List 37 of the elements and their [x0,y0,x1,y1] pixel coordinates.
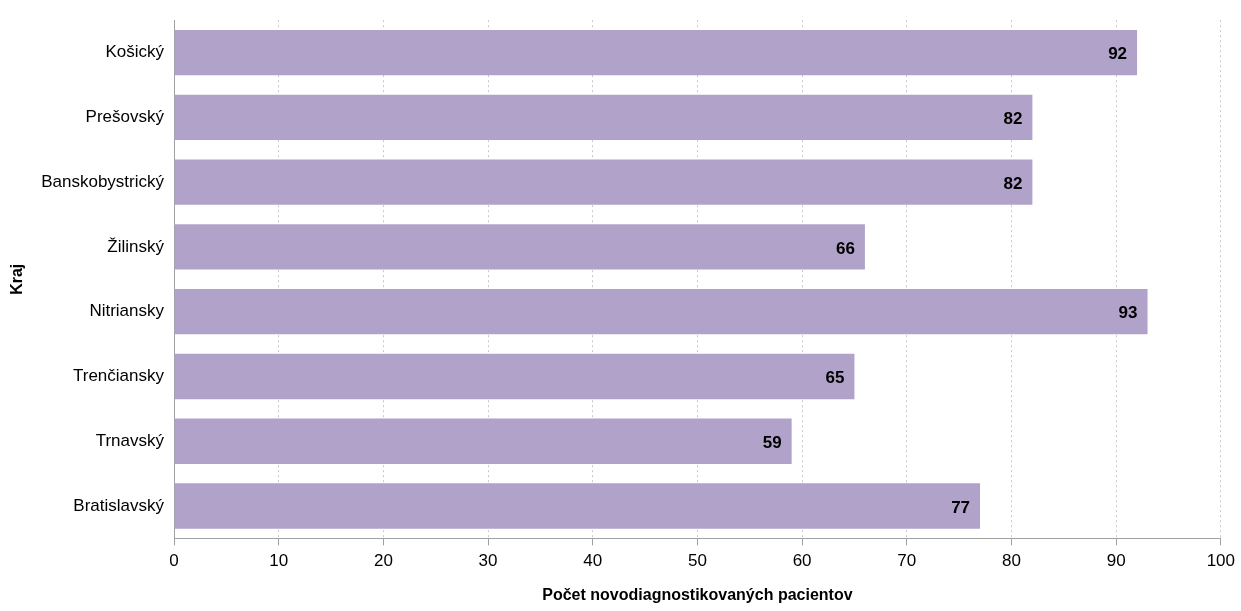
y-axis-title: Kraj [8,263,26,295]
y-tick-label: Bratislavský [73,495,165,515]
y-tick-label: Trenčiansky [73,366,165,386]
x-tick-label: 30 [478,551,498,571]
x-axis-title: Počet novodiagnostikovaných pacientov [542,585,853,603]
x-tick-label: 20 [373,551,393,571]
bar [174,418,792,464]
y-tick-label: Trnavský [95,430,165,450]
y-tick-label: Banskobystrický [41,171,165,191]
bar [174,94,1033,141]
x-tick-label: 50 [687,551,707,571]
x-tick-label: 100 [1206,551,1236,571]
y-tick-label: Prešovský [85,107,165,127]
x-tick-label: 60 [792,551,812,571]
data-label: 59 [762,432,782,452]
data-label: 65 [825,368,845,388]
x-tick-label: 10 [269,551,289,571]
y-tick-label: Žilinský [107,236,165,256]
x-tick-label: 80 [1002,551,1021,571]
bar [174,159,1033,205]
bar [174,483,981,529]
x-tick-label: 70 [897,551,917,571]
x-tick-label: 90 [1106,551,1126,571]
bar [174,353,855,400]
bar [174,224,865,270]
x-tick-label: 40 [583,551,603,571]
data-label: 66 [835,238,855,258]
y-tick-label: Nitriansky [89,301,165,321]
bar [174,29,1138,76]
y-tick-label: Košický [105,42,165,62]
x-tick-label: 0 [169,551,179,571]
data-label: 82 [1003,109,1023,129]
data-label: 77 [951,497,971,517]
data-label: 92 [1108,44,1128,64]
bar [174,289,1148,335]
data-label: 82 [1003,173,1023,193]
data-label: 93 [1118,303,1138,323]
